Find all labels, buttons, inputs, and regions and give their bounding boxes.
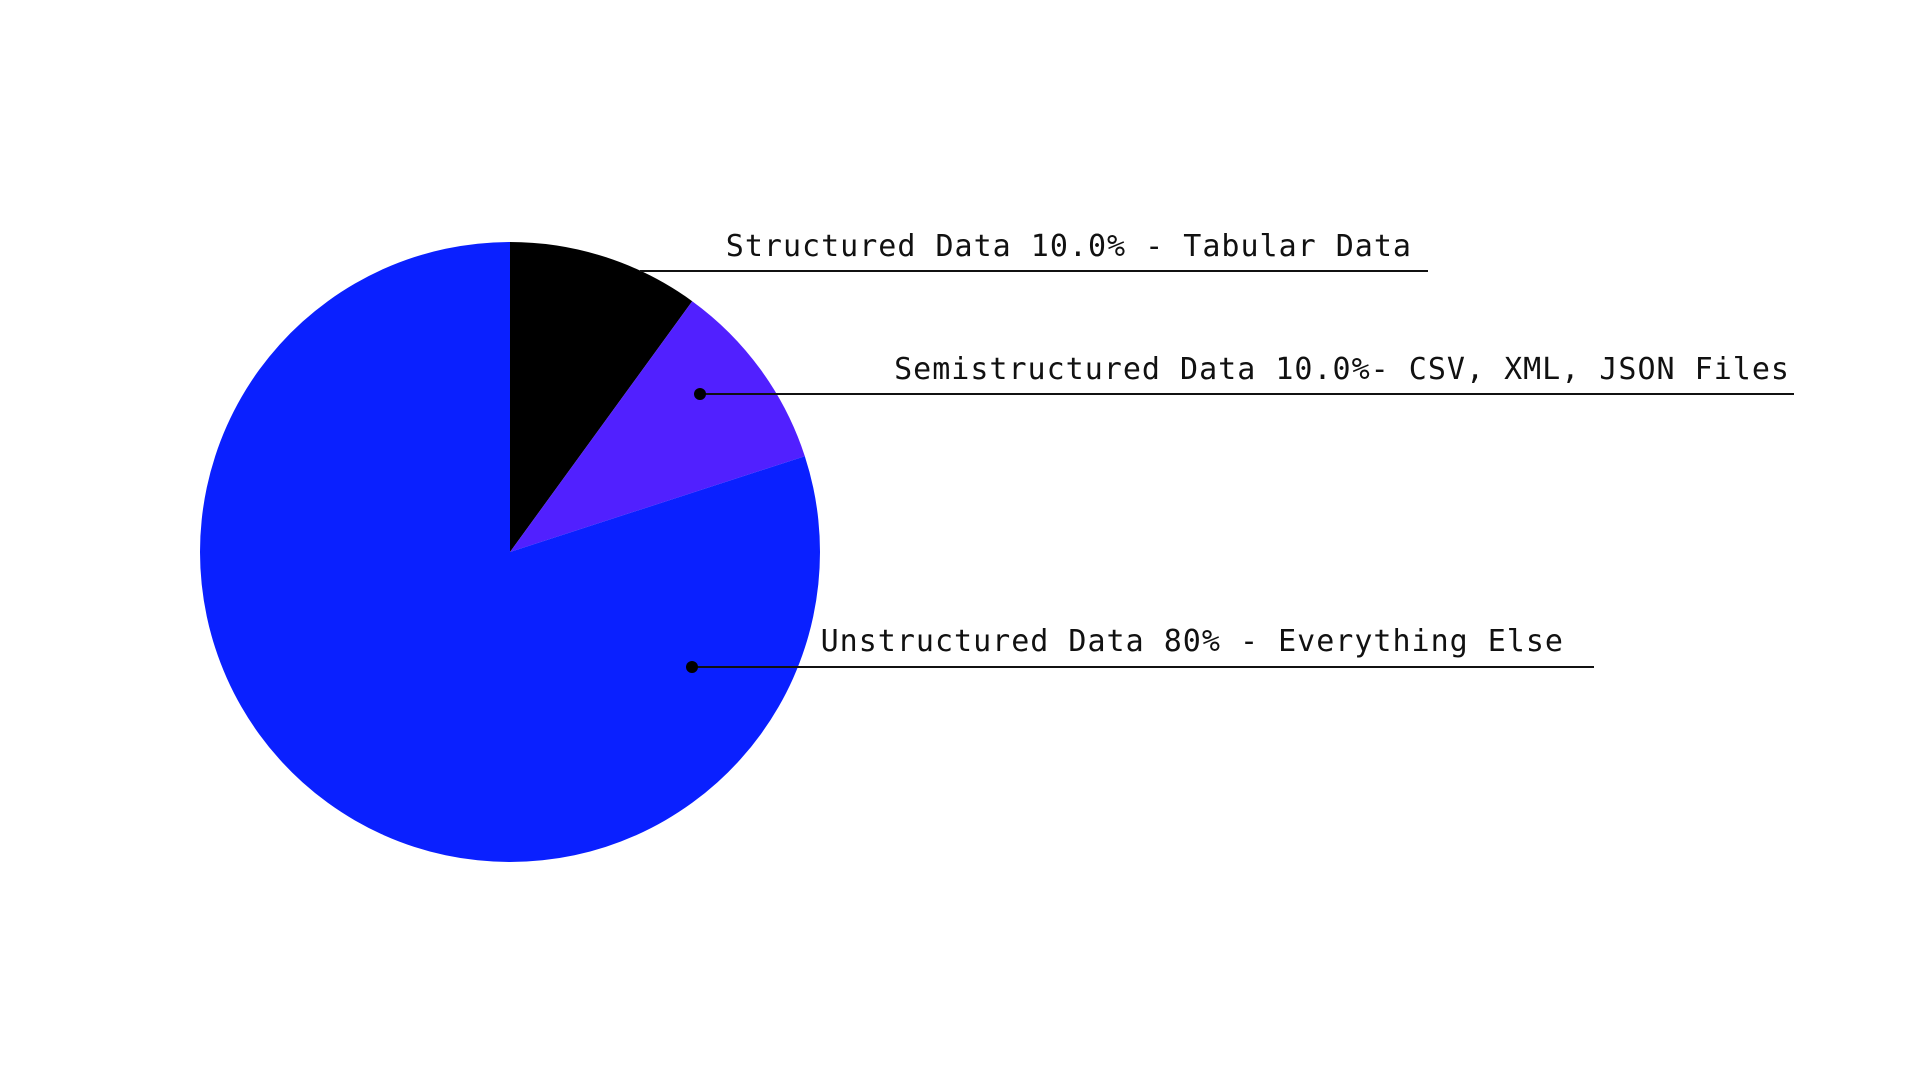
- label-structured: Structured Data 10.0% - Tabular Data: [726, 229, 1412, 264]
- dot-semistructured: [694, 388, 706, 400]
- label-semistructured: Semistructured Data 10.0%- CSV, XML, JSO…: [894, 352, 1790, 387]
- leader-lines: [640, 270, 1794, 673]
- slice-unstructured: [199, 242, 821, 862]
- pie-slices: [199, 242, 821, 862]
- slice-structured: [510, 242, 693, 552]
- dot-unstructured: [686, 661, 698, 673]
- slice-labels: Structured Data 10.0% - Tabular Data Sem…: [726, 229, 1790, 659]
- label-unstructured: Unstructured Data 80% - Everything Else: [821, 624, 1564, 659]
- slice-semistructured: [510, 301, 805, 552]
